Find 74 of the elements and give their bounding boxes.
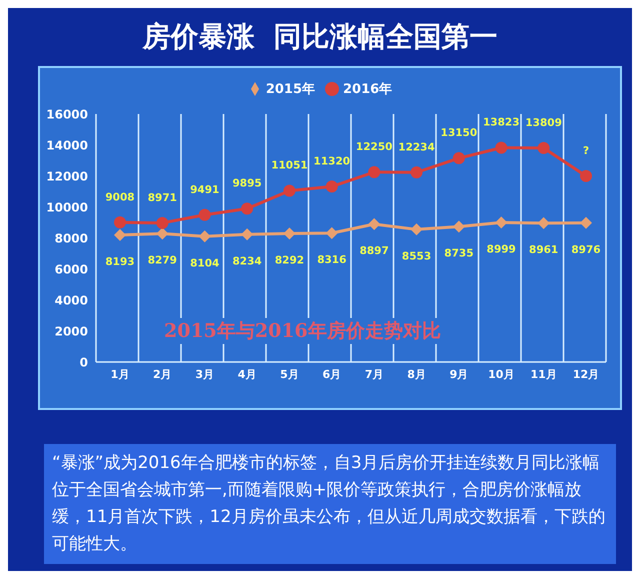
point xyxy=(580,170,592,182)
point xyxy=(452,220,465,233)
point xyxy=(410,166,423,178)
data-label: 9008 xyxy=(105,191,135,204)
y-tick-label: 8000 xyxy=(54,231,88,246)
x-tick-label: 5月 xyxy=(280,368,299,381)
point xyxy=(114,229,126,242)
x-tick-label: 2月 xyxy=(153,368,172,381)
data-label: 8292 xyxy=(274,254,304,266)
point xyxy=(114,216,126,228)
y-tick-label: 12000 xyxy=(46,169,88,184)
data-label: ? xyxy=(582,145,590,157)
point xyxy=(410,223,423,236)
point xyxy=(283,184,296,197)
point xyxy=(156,228,168,240)
legend-label: 2016年 xyxy=(343,82,392,97)
point xyxy=(538,217,550,230)
data-label: 8279 xyxy=(148,254,177,267)
x-tick-label: 9月 xyxy=(450,368,468,381)
point xyxy=(452,152,465,164)
data-label: 12250 xyxy=(356,141,392,154)
y-tick-label: 10000 xyxy=(46,200,88,214)
point xyxy=(580,216,592,229)
x-tick-label: 4月 xyxy=(238,368,256,381)
data-label: 8735 xyxy=(444,248,474,260)
point xyxy=(368,166,380,178)
data-label: 8316 xyxy=(317,254,346,266)
legend-label: 2015年 xyxy=(266,82,315,97)
point xyxy=(198,230,211,242)
y-tick-label: 16000 xyxy=(46,107,88,122)
x-tick-label: 7月 xyxy=(364,368,384,381)
data-label: 8961 xyxy=(529,244,558,256)
point xyxy=(241,228,254,240)
text: “暴涨”成为2016年合肥楼市的标签，自3月后房价开挂连续数月同比涨幅位于全国省会城市第一,而随着限购+限价等政策执行，合肥房价涨幅放缓，11月首次下跌，12月房价虽未公布，但从近几周成交数据看，下跌的可能性大。 xyxy=(44,444,616,564)
data-label: 8976 xyxy=(571,244,601,256)
data-label: 8553 xyxy=(402,250,432,262)
x-tick-label: 8月 xyxy=(407,368,426,381)
annotation: 2015年与2016年房价走势对比 xyxy=(160,318,445,344)
point xyxy=(198,208,211,221)
data-label: 13150 xyxy=(440,127,478,140)
point xyxy=(156,216,168,229)
point xyxy=(283,227,296,240)
point xyxy=(326,227,338,240)
data-label: 8234 xyxy=(232,255,262,268)
data-label: 8897 xyxy=(360,245,389,258)
data-label: 8193 xyxy=(105,256,135,268)
data-label: 13823 xyxy=(483,116,520,129)
point xyxy=(495,216,508,229)
data-label: 8971 xyxy=(148,192,177,204)
data-label: 13809 xyxy=(525,116,562,129)
x-tick-label: 1月 xyxy=(110,368,130,381)
x-tick-label: 3月 xyxy=(195,368,214,381)
data-label: 8104 xyxy=(190,257,220,270)
x-tick-label: 11月 xyxy=(530,368,557,381)
y-tick-label: 6000 xyxy=(54,262,88,276)
data-label: 12234 xyxy=(398,141,435,154)
y-tick-label: 4000 xyxy=(54,293,88,308)
chart-title: 房价暴涨 同比涨幅全国第一 xyxy=(141,19,499,55)
data-label: 9895 xyxy=(232,178,262,190)
x-tick-label: 10月 xyxy=(488,368,514,381)
data-label: 9491 xyxy=(190,184,220,196)
x-tick-label: 6月 xyxy=(322,368,342,381)
data-label: 11320 xyxy=(314,156,350,168)
data-label: 8999 xyxy=(486,244,516,256)
y-tick-label: 14000 xyxy=(46,138,88,152)
y-tick-label: 2000 xyxy=(54,324,88,338)
x-tick-label: 12月 xyxy=(572,368,600,381)
point xyxy=(495,142,508,154)
point xyxy=(326,180,338,193)
point xyxy=(241,202,254,215)
y-tick-label: 0 xyxy=(80,355,88,370)
point xyxy=(538,142,550,154)
point xyxy=(368,218,380,230)
data-label: 11051 xyxy=(271,160,308,172)
